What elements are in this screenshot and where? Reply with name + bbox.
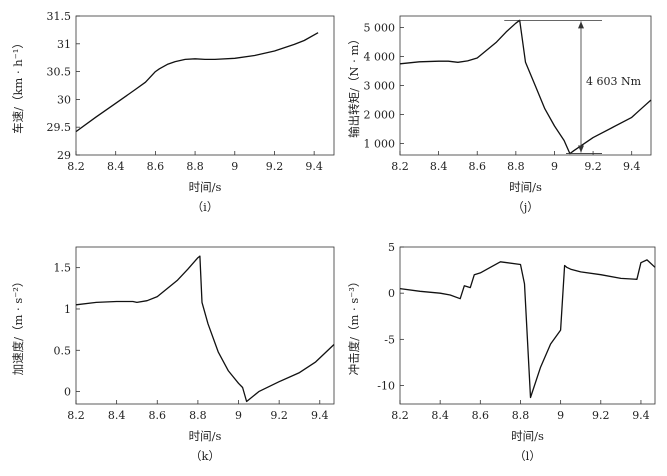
annotation-arrowhead-down [578, 145, 584, 153]
x-tick-label: 8.2 [391, 160, 409, 173]
panel-label: （i） [192, 200, 219, 214]
x-tick-label: 9.2 [584, 160, 602, 173]
x-tick-label: 8.6 [149, 409, 167, 422]
x-tick-label: 9.4 [311, 409, 329, 422]
x-tick-label: 8.6 [147, 160, 165, 173]
y-tick-label: -5 [384, 333, 395, 346]
plot-frame [399, 246, 656, 405]
y-tick-label: 5 000 [364, 22, 396, 35]
x-tick-label: 8.4 [431, 409, 449, 422]
y-axis-label: 冲击度/（m · s⁻³） [347, 276, 361, 376]
plot-frame [75, 246, 335, 405]
x-tick-label: 9.2 [266, 160, 284, 173]
y-tick-label: 0.5 [54, 344, 72, 357]
panel-label: （j） [512, 200, 539, 214]
x-tick-label: 9.4 [623, 160, 641, 173]
y-tick-label: 3 000 [364, 80, 396, 93]
y-axis-label: 输出转矩/（N · m） [347, 33, 361, 138]
x-tick-label: 8.2 [67, 160, 85, 173]
annotation-arrowhead-up [578, 21, 584, 29]
y-tick-label: 2 000 [364, 108, 396, 121]
x-tick-label: 8.8 [186, 160, 204, 173]
x-tick-label: 9 [557, 409, 564, 422]
x-tick-label: 8.4 [107, 160, 125, 173]
chart-panel-4: 8.2 8.4 8.6 8.8 9 9.2 9.4 -10 -5 0 5 时间/s 冲击度/（m · s… [347, 241, 656, 463]
x-tick-label: 9 [551, 160, 558, 173]
x-tick-label: 8.2 [391, 409, 409, 422]
series-line [399, 259, 656, 399]
x-axis-label: 时间/s [189, 180, 222, 194]
y-tick-label: 30.5 [47, 66, 72, 79]
x-tick-label: 8.4 [430, 160, 448, 173]
y-axis-label: 加速度/（m · s⁻²） [11, 276, 25, 376]
y-tick-label: 31.5 [47, 10, 72, 23]
x-tick-label: 9 [235, 409, 242, 422]
series-line [399, 19, 652, 155]
x-tick-label: 8.6 [468, 160, 486, 173]
x-tick-label: 9.2 [270, 409, 288, 422]
annotation-label: 4 603 Nm [586, 75, 642, 88]
x-tick-label: 9.4 [305, 160, 323, 173]
y-tick-label: 0 [388, 287, 395, 300]
x-tick-label: 8.4 [108, 409, 126, 422]
y-tick-label: 1 000 [364, 137, 396, 150]
y-tick-label: 5 [388, 241, 395, 254]
x-tick-label: 8.2 [67, 409, 85, 422]
chart-panel-1: 8.2 8.4 8.6 8.8 9 9.2 9.4 29 29.5 30 30.5 31 31.5 时间/… [11, 10, 335, 214]
series-line [75, 32, 319, 133]
y-tick-label: 29.5 [47, 121, 72, 134]
y-tick-label: 31 [57, 38, 71, 51]
x-tick-label: 8.8 [512, 409, 530, 422]
series-line [75, 255, 335, 403]
x-tick-label: 9 [231, 160, 238, 173]
x-tick-label: 8.8 [189, 409, 207, 422]
panel-label: （k） [190, 449, 220, 463]
panel-label: （l） [514, 449, 541, 463]
plot-frame [75, 15, 335, 156]
chart-panel-2: 8.2 8.4 8.6 8.8 9 9.2 9.4 1 000 2 000 3 000 4 000 5… [347, 15, 652, 214]
y-tick-label: 1 [64, 303, 71, 316]
y-tick-label: 4 000 [364, 51, 396, 64]
y-tick-label: 30 [57, 93, 71, 106]
x-tick-label: 9.4 [632, 409, 650, 422]
x-axis-label: 时间/s [511, 429, 544, 443]
x-tick-label: 8.8 [507, 160, 525, 173]
y-axis-label: 车速/（km · h⁻¹） [11, 37, 25, 134]
y-tick-label: 29 [57, 149, 71, 162]
y-tick-label: -10 [377, 380, 395, 393]
x-tick-label: 9.2 [592, 409, 610, 422]
x-tick-label: 8.6 [472, 409, 490, 422]
torque-drop-annotation: 4 603 Nm [504, 19, 642, 154]
y-tick-label: 0 [64, 386, 71, 399]
x-axis-label: 时间/s [509, 180, 542, 194]
x-axis-label: 时间/s [189, 429, 222, 443]
y-tick-label: 1.5 [54, 262, 72, 275]
chart-panel-3: 8.2 8.4 8.6 8.8 9 9.2 9.4 0 0.5 1 1.5 时间/s 加速度/（m · … [11, 246, 335, 463]
